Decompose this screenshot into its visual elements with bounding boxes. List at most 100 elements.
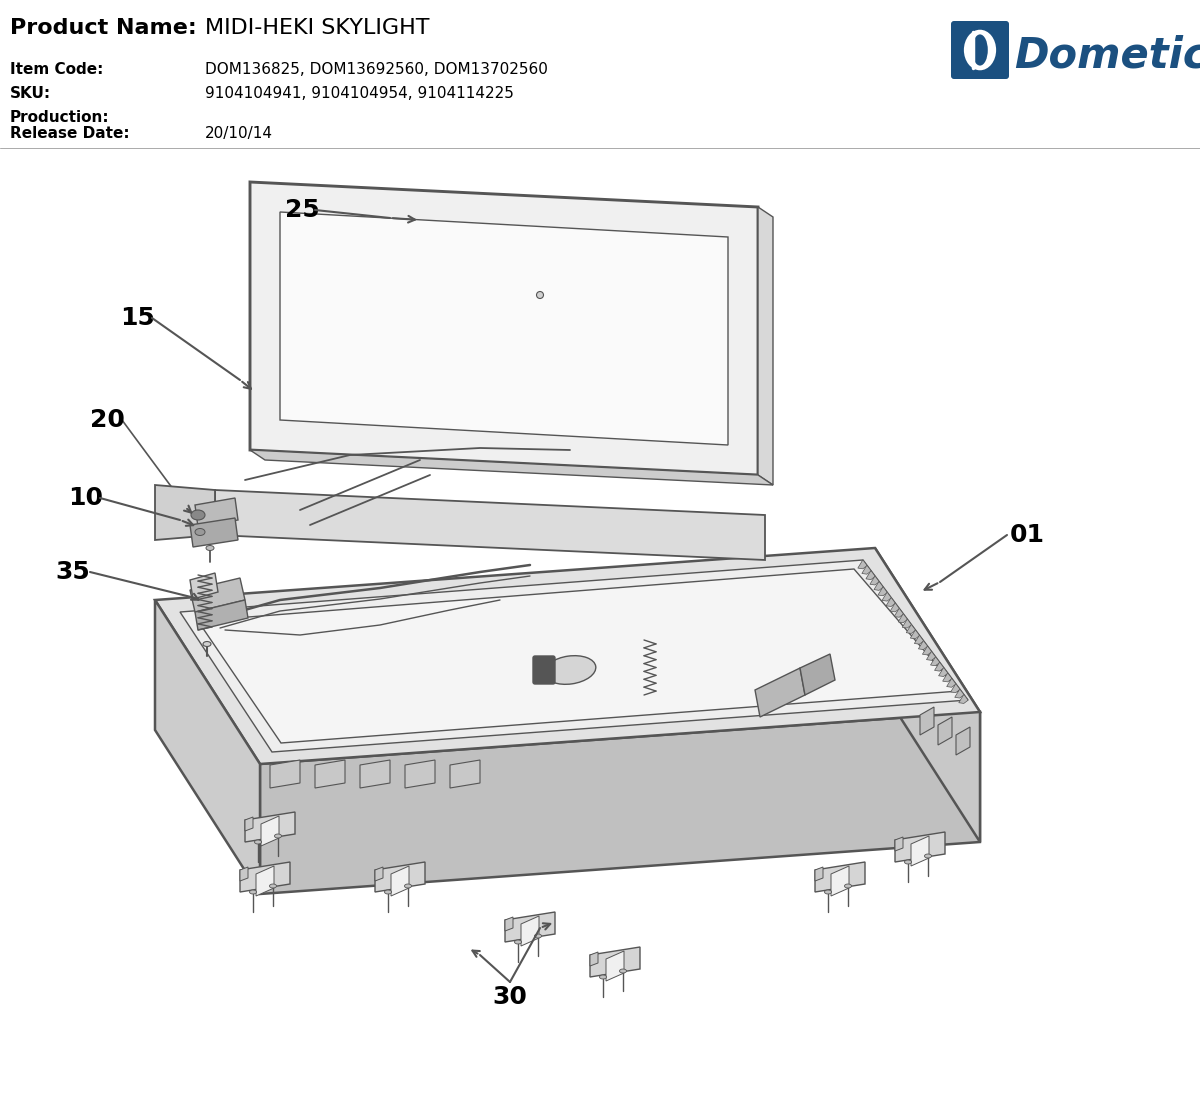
FancyBboxPatch shape	[533, 656, 554, 684]
Polygon shape	[918, 641, 928, 650]
Polygon shape	[870, 576, 880, 585]
Polygon shape	[245, 817, 253, 831]
Polygon shape	[155, 485, 215, 540]
Polygon shape	[914, 635, 924, 644]
Ellipse shape	[619, 969, 626, 973]
Text: 30: 30	[492, 985, 528, 1010]
Polygon shape	[959, 694, 968, 703]
Ellipse shape	[515, 940, 522, 944]
Text: Production:: Production:	[10, 110, 109, 125]
Polygon shape	[950, 684, 960, 693]
Polygon shape	[935, 662, 944, 671]
Polygon shape	[758, 207, 773, 485]
Polygon shape	[606, 951, 624, 980]
Polygon shape	[190, 574, 218, 599]
Ellipse shape	[600, 975, 606, 979]
Polygon shape	[899, 614, 907, 623]
Polygon shape	[886, 597, 895, 606]
Ellipse shape	[404, 884, 412, 888]
Polygon shape	[590, 947, 640, 977]
Ellipse shape	[191, 510, 205, 520]
Polygon shape	[930, 656, 940, 665]
Text: Dometic: Dometic	[1014, 34, 1200, 76]
Ellipse shape	[845, 884, 852, 888]
Ellipse shape	[972, 35, 988, 66]
Polygon shape	[374, 866, 383, 881]
Text: 35: 35	[55, 560, 90, 584]
Text: 20: 20	[90, 408, 125, 432]
Polygon shape	[194, 600, 248, 631]
Polygon shape	[406, 760, 436, 788]
Ellipse shape	[544, 655, 596, 684]
Polygon shape	[215, 490, 766, 560]
Ellipse shape	[206, 546, 214, 550]
Polygon shape	[280, 212, 728, 445]
Polygon shape	[878, 587, 887, 596]
Polygon shape	[240, 862, 290, 892]
Polygon shape	[926, 652, 936, 661]
Polygon shape	[250, 182, 758, 475]
Polygon shape	[250, 451, 773, 485]
FancyBboxPatch shape	[952, 21, 1009, 79]
Polygon shape	[194, 498, 238, 527]
Text: 15: 15	[120, 306, 155, 330]
Polygon shape	[911, 629, 919, 638]
Polygon shape	[862, 566, 871, 575]
Ellipse shape	[924, 854, 931, 858]
Ellipse shape	[270, 884, 276, 888]
Polygon shape	[938, 717, 952, 745]
Polygon shape	[858, 560, 868, 569]
Polygon shape	[956, 727, 970, 755]
Polygon shape	[947, 679, 956, 688]
Text: Product Name:: Product Name:	[10, 18, 197, 38]
Polygon shape	[521, 916, 539, 946]
Polygon shape	[240, 866, 248, 881]
Ellipse shape	[254, 840, 262, 844]
Text: 25: 25	[286, 198, 319, 222]
Polygon shape	[590, 953, 598, 966]
Ellipse shape	[250, 890, 257, 894]
Ellipse shape	[964, 30, 996, 70]
Ellipse shape	[536, 292, 544, 299]
Text: 9104104941, 9104104954, 9104114225: 9104104941, 9104104954, 9104114225	[205, 86, 514, 101]
Ellipse shape	[194, 529, 205, 536]
Polygon shape	[943, 673, 952, 682]
Polygon shape	[895, 832, 946, 862]
Ellipse shape	[275, 834, 282, 838]
Text: DOM136825, DOM13692560, DOM13702560: DOM136825, DOM13692560, DOM13702560	[205, 61, 548, 77]
Polygon shape	[755, 667, 805, 717]
Polygon shape	[911, 836, 929, 866]
Polygon shape	[923, 646, 931, 655]
Polygon shape	[450, 760, 480, 788]
Polygon shape	[314, 760, 346, 788]
Ellipse shape	[384, 890, 391, 894]
Polygon shape	[260, 712, 980, 894]
Text: 20/10/14: 20/10/14	[205, 126, 274, 141]
Polygon shape	[815, 862, 865, 892]
Text: MIDI-HEKI SKYLIGHT: MIDI-HEKI SKYLIGHT	[205, 18, 430, 38]
Ellipse shape	[824, 890, 832, 894]
Polygon shape	[505, 912, 554, 942]
Ellipse shape	[203, 642, 211, 646]
Polygon shape	[374, 862, 425, 892]
Polygon shape	[245, 812, 295, 842]
Polygon shape	[938, 667, 948, 676]
Polygon shape	[882, 593, 892, 601]
Polygon shape	[866, 570, 875, 579]
Polygon shape	[270, 760, 300, 788]
Polygon shape	[800, 654, 835, 695]
Polygon shape	[360, 760, 390, 788]
Polygon shape	[920, 707, 934, 735]
Text: 01: 01	[1010, 523, 1045, 547]
Polygon shape	[391, 866, 409, 896]
Text: 10: 10	[68, 486, 103, 510]
Polygon shape	[190, 518, 238, 547]
Polygon shape	[262, 816, 278, 846]
Text: SKU:: SKU:	[10, 86, 52, 101]
Polygon shape	[180, 560, 968, 752]
Polygon shape	[895, 837, 904, 851]
Polygon shape	[198, 569, 959, 743]
Polygon shape	[890, 603, 900, 612]
Polygon shape	[875, 548, 980, 842]
Polygon shape	[505, 917, 514, 931]
